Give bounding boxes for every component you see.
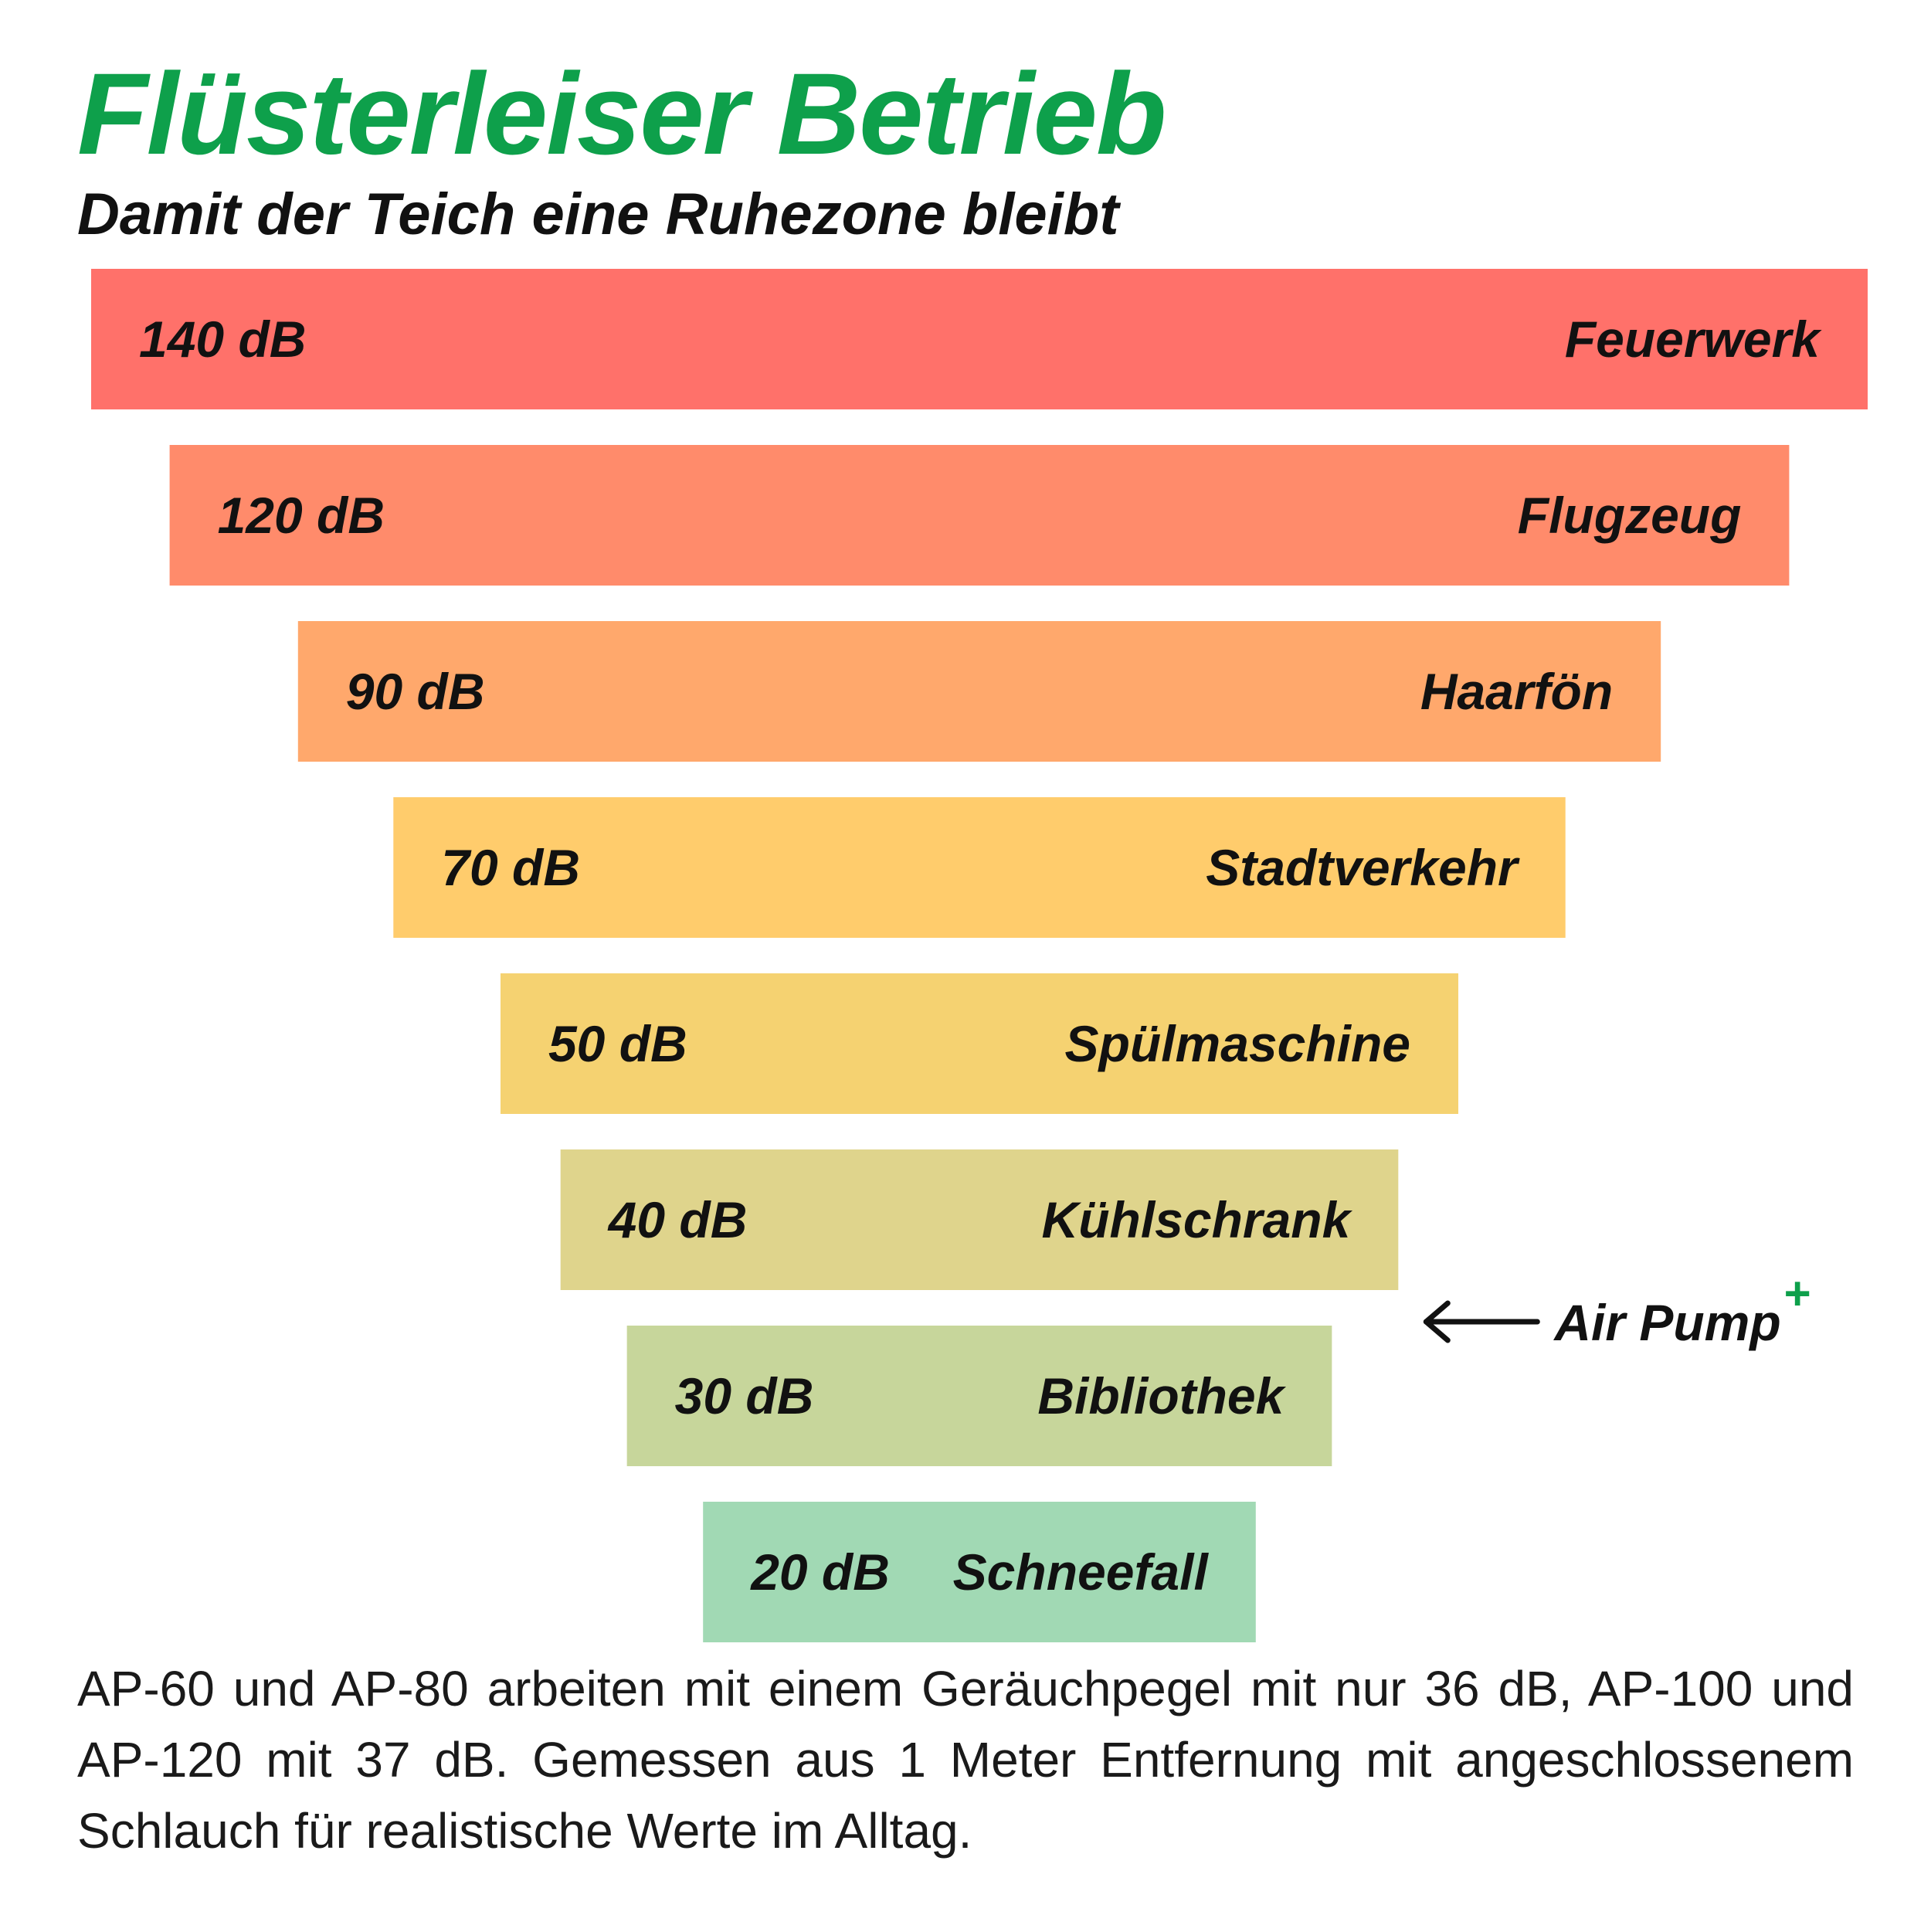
arrow-left-icon: [1423, 1300, 1451, 1343]
bar-category-label: Haarfön: [1420, 663, 1613, 720]
footnote-text: AP-60 und AP-80 arbeiten mit einem Geräu…: [77, 1661, 1854, 1859]
bar-value-label: 70 dB: [441, 839, 580, 896]
bar: [169, 445, 1790, 586]
bar-value-label: 40 dB: [607, 1191, 748, 1248]
bar-category-label: Flugzeug: [1518, 487, 1742, 544]
bar-value-label: 20 dB: [749, 1543, 890, 1601]
bar-group: 30 dB Bibliothek: [626, 1326, 1332, 1466]
bar-category-label: Feuerwerk: [1565, 311, 1822, 368]
bar-value-label: 140 dB: [139, 311, 306, 368]
bar-group: 40 dB Kühlschrank: [560, 1149, 1399, 1290]
bar: [297, 621, 1661, 762]
bar-value-label: 90 dB: [346, 663, 485, 720]
bar-group: 90 dB Haarfön: [297, 621, 1661, 762]
air-pump-annotation: Air Pump+: [1423, 1268, 1811, 1351]
bar: [560, 1149, 1399, 1290]
bar-category-label: Schneefall: [953, 1543, 1210, 1601]
bar: [626, 1326, 1332, 1466]
bar-category-label: Stadtverkehr: [1206, 839, 1520, 896]
bar-category-label: Bibliothek: [1037, 1367, 1286, 1424]
bar-group: 50 dB Spülmaschine: [500, 973, 1459, 1114]
bar-group: 120 dB Flugzeug: [169, 445, 1790, 586]
bar: [393, 797, 1566, 938]
bar-group: 70 dB Stadtverkehr: [393, 797, 1566, 938]
annotation-label: Air Pump: [1553, 1294, 1780, 1351]
annotation-superscript: +: [1784, 1268, 1811, 1319]
bar: [703, 1502, 1256, 1642]
page-title: Flüsterleiser Betrieb: [77, 49, 1167, 178]
bar-category-label: Spülmaschine: [1065, 1015, 1410, 1072]
page-subtitle: Damit der Teich eine Ruhezone bleibt: [77, 182, 1119, 247]
bar-category-label: Kühlschrank: [1042, 1191, 1353, 1248]
bar-value-label: 120 dB: [218, 487, 385, 544]
bar-value-label: 30 dB: [675, 1367, 814, 1424]
noise-level-chart: 140 dB Feuerwerk 120 dB Flugzeug 90 dB Haarfö…: [91, 269, 1868, 1642]
bar: [91, 269, 1868, 409]
bar-group: 20 dB Schneefall: [703, 1502, 1256, 1642]
bar-group: 140 dB Feuerwerk: [91, 269, 1868, 409]
bar-value-label: 50 dB: [548, 1015, 687, 1072]
bar: [500, 973, 1459, 1114]
